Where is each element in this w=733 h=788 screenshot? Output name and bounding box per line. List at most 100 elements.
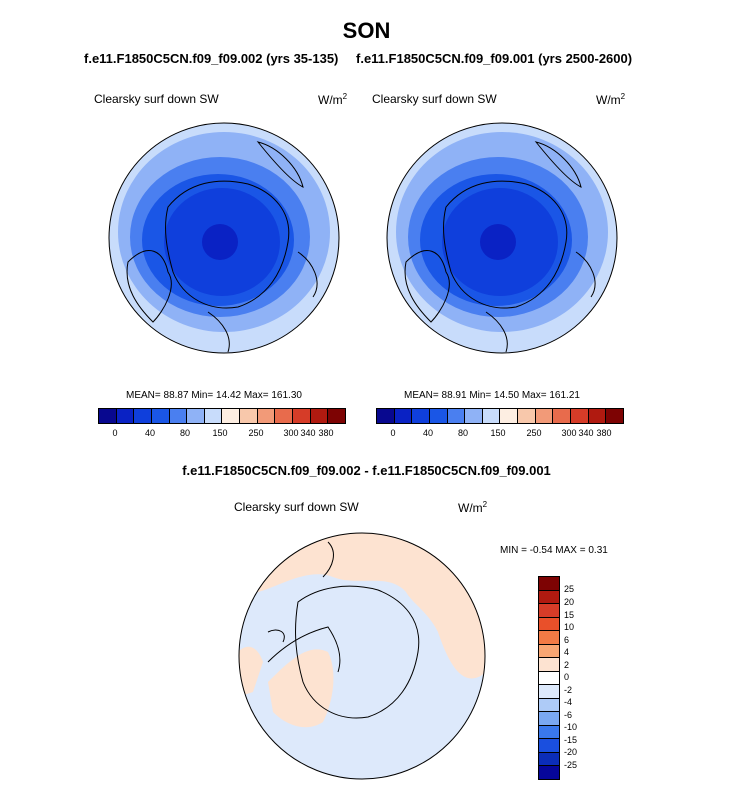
diff-panel-units: W/m2 — [458, 500, 488, 515]
right-tick-1: 40 — [422, 428, 434, 438]
left-tick-2: 80 — [179, 428, 191, 438]
diff-colorbar-bin-11 — [539, 712, 559, 726]
diff-coast-b — [295, 585, 420, 719]
diff-coast-d — [267, 629, 285, 643]
diff-tick-12: -15 — [564, 735, 578, 745]
left-tick-4: 250 — [248, 428, 264, 438]
right-case-title: f.e11.F1850C5CN.f09_f09.001 (yrs 2500-26… — [356, 51, 633, 66]
left-colorbar-bin-13 — [310, 409, 329, 423]
right-tick-4: 250 — [526, 428, 542, 438]
right-colorbar-bin-14 — [606, 409, 623, 423]
diff-colorbar-bin-4 — [539, 617, 559, 632]
diff-colorbar-bin-3 — [539, 604, 559, 618]
diff-colorbar-bin-15 — [539, 766, 559, 779]
right-coast-b — [443, 180, 568, 309]
left-tick-6: 340 — [300, 428, 316, 438]
diff-coast-c — [322, 541, 334, 578]
right-colorbar-bin-2 — [394, 409, 413, 423]
diff-map-border — [238, 532, 486, 780]
diff-tick-6: 2 — [564, 660, 570, 670]
right-colorbar-bin-7 — [482, 409, 501, 423]
diff-colorbar-bin-2 — [539, 590, 559, 605]
right-tick-2: 80 — [457, 428, 469, 438]
left-colorbar-bin-7 — [204, 409, 223, 423]
diff-fill-positive-west — [268, 649, 334, 728]
left-case-title: f.e11.F1850C5CN.f09_f09.002 (yrs 35-135) — [84, 51, 339, 66]
right-tick-0: 0 — [390, 428, 396, 438]
diff-polar-map — [238, 532, 486, 780]
diff-tick-1: 20 — [564, 597, 575, 607]
left-colorbar-bin-12 — [293, 409, 311, 423]
right-band-pole — [480, 224, 516, 260]
left-colorbar-bin-6 — [187, 409, 205, 423]
left-tick-5: 300 — [283, 428, 299, 438]
right-colorbar-bin-8 — [500, 409, 519, 423]
left-coast-b — [165, 180, 290, 309]
right-colorbar-bin-9 — [518, 409, 536, 423]
right-coast-e — [575, 251, 596, 298]
left-colorbar-bin-1 — [99, 409, 117, 423]
right-colorbar-bin-4 — [429, 409, 448, 423]
right-colorbar-bin-5 — [447, 409, 466, 423]
diff-fill-positive-edge — [239, 646, 263, 697]
right-panel-title: Clearsky surf down SW — [372, 92, 497, 106]
diff-tick-10: -6 — [564, 710, 573, 720]
left-band-pole — [202, 224, 238, 260]
right-panel-units: W/m2 — [596, 92, 626, 107]
left-coast-a — [126, 250, 172, 323]
right-tick-5: 300 — [561, 428, 577, 438]
diff-colorbar-bin-6 — [539, 644, 559, 659]
left-colorbar-bin-14 — [328, 409, 345, 423]
left-colorbar — [98, 408, 346, 424]
right-colorbar-bin-13 — [588, 409, 607, 423]
diff-tick-9: -4 — [564, 697, 573, 707]
diff-tick-14: -25 — [564, 760, 578, 770]
diff-coast-a — [267, 626, 341, 673]
left-colorbar-bin-11 — [275, 409, 294, 423]
left-coast-d — [207, 311, 230, 353]
left-coast-e — [297, 251, 318, 298]
diff-tick-3: 10 — [564, 622, 575, 632]
left-panel-stats: MEAN= 88.87 Min= 14.42 Max= 161.30 — [126, 390, 302, 401]
right-polar-map — [386, 122, 618, 354]
left-panel-units: W/m2 — [318, 92, 348, 107]
left-tick-0: 0 — [112, 428, 118, 438]
diff-tick-0: 25 — [564, 584, 575, 594]
diff-tick-8: -2 — [564, 685, 573, 695]
left-colorbar-bin-2 — [116, 409, 135, 423]
right-tick-7: 380 — [596, 428, 612, 438]
diff-colorbar-bin-9 — [539, 685, 559, 699]
right-tick-3: 150 — [490, 428, 506, 438]
diff-colorbar-bin-7 — [539, 658, 559, 672]
diff-tick-2: 15 — [564, 610, 575, 620]
diff-colorbar — [538, 576, 560, 780]
left-coast-c — [256, 141, 304, 188]
diff-tick-11: -10 — [564, 722, 578, 732]
diff-colorbar-ticks: 25 20 15 10 6 4 2 0 -2 -4 -6 -10 -15 -20… — [564, 576, 594, 778]
left-colorbar-bin-9 — [240, 409, 258, 423]
left-tick-3: 150 — [212, 428, 228, 438]
diff-panel-title: Clearsky surf down SW — [234, 500, 359, 514]
figure-title: SON — [342, 18, 391, 43]
right-colorbar-bin-1 — [377, 409, 395, 423]
left-tick-7: 380 — [318, 428, 334, 438]
right-colorbar — [376, 408, 624, 424]
diff-colorbar-bin-1 — [539, 577, 559, 591]
right-colorbar-bin-12 — [571, 409, 589, 423]
left-colorbar-bin-10 — [257, 409, 276, 423]
right-colorbar-bin-6 — [465, 409, 483, 423]
left-polar-map — [108, 122, 340, 354]
right-map-border — [386, 122, 618, 354]
diff-colorbar-bin-10 — [539, 698, 559, 713]
diff-colorbar-bin-5 — [539, 631, 559, 645]
right-colorbar-bin-3 — [412, 409, 430, 423]
diff-tick-7: 0 — [564, 672, 570, 682]
left-colorbar-bin-4 — [151, 409, 170, 423]
right-tick-6: 340 — [578, 428, 594, 438]
diff-colorbar-bin-13 — [539, 739, 559, 753]
diff-tick-13: -20 — [564, 747, 578, 757]
right-coast-a — [404, 250, 450, 323]
diff-colorbar-bin-12 — [539, 725, 559, 740]
diff-tick-5: 4 — [564, 647, 570, 657]
left-colorbar-bin-5 — [169, 409, 188, 423]
